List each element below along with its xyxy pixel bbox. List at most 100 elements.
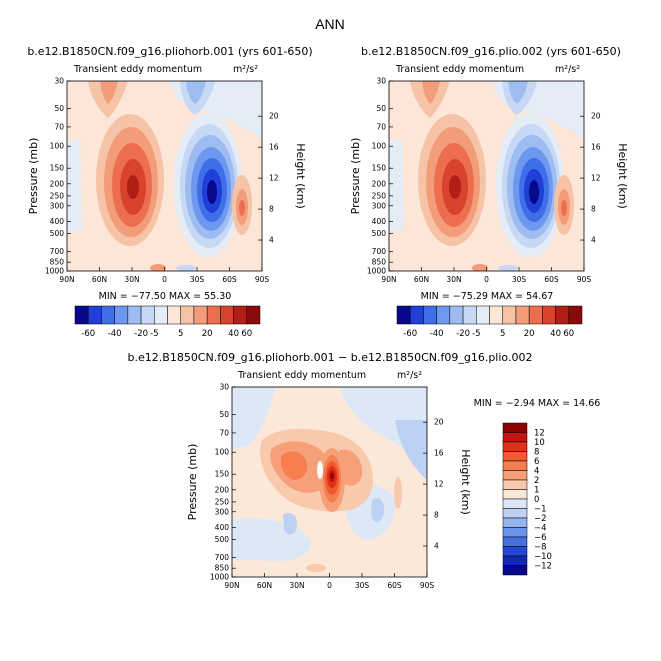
colorbar-swatch: [101, 305, 115, 325]
panel-2-ylabel-right: Height (km): [616, 143, 629, 209]
colorbar-label: 1: [534, 486, 539, 496]
colorbar-label: -40: [430, 329, 444, 339]
axis-ticks: 90N 60N 30N 0 30S 60S 90S305070100150200250300…: [45, 77, 601, 591]
colorbar-swatch: [502, 479, 528, 490]
pressure-tick-label: 1000: [367, 267, 386, 276]
x-tick-label: 90N: [59, 275, 74, 284]
x-tick-label: 60N: [414, 275, 429, 284]
colorbar-swatch: [542, 305, 556, 325]
colorbar-swatch: [502, 565, 528, 576]
height-tick-label: 8: [269, 205, 274, 214]
colorbar-label: 0: [534, 495, 539, 505]
colorbar-swatch: [114, 305, 129, 325]
height-tick-label: 4: [591, 236, 596, 245]
colorbar-swatch: [515, 305, 530, 325]
x-tick-label: 60S: [222, 275, 237, 284]
colorbar-label: 2: [534, 476, 539, 486]
height-tick-label: 16: [269, 143, 279, 152]
colorbar-swatch: [206, 305, 221, 325]
colorbar-swatch: [449, 305, 464, 325]
pressure-tick-label: 700: [215, 553, 230, 562]
x-tick-label: 90S: [255, 275, 270, 284]
colorbar-swatch: [502, 546, 528, 557]
panel-1-units: m²/s²: [233, 64, 258, 75]
pressure-tick-label: 250: [372, 191, 387, 200]
colorbar-label: -60: [403, 329, 417, 339]
colorbar-swatch: [246, 305, 261, 325]
pressure-tick-label: 250: [50, 191, 65, 200]
colorbar-swatch: [502, 555, 528, 566]
x-tick-label: 60N: [92, 275, 107, 284]
panel-1-ylabel-left: Pressure (mb): [27, 138, 40, 215]
x-tick-label: 60S: [544, 275, 559, 284]
panel-3: b.e12.B1850CN.f09_g16.pliohorb.001 − b.e…: [128, 351, 601, 578]
pressure-tick-label: 30: [219, 383, 229, 392]
panel-1-plot-title: Transient eddy momentum: [73, 64, 202, 75]
x-tick-label: 30S: [512, 275, 527, 284]
pressure-tick-label: 30: [54, 77, 64, 86]
panel-3-ylabel-right: Height (km): [459, 449, 472, 515]
colorbar-swatch: [436, 305, 451, 325]
colorbar-swatch: [502, 498, 528, 509]
colorbar-label: 60: [241, 329, 252, 339]
colorbar-label: -5: [150, 329, 158, 339]
x-tick-label: 90N: [224, 581, 239, 590]
colorbar-label: −1: [534, 505, 547, 515]
height-tick-label: 8: [434, 511, 439, 520]
x-tick-label: 30S: [190, 275, 205, 284]
colorbar-swatch: [502, 489, 528, 500]
colorbar-swatch: [502, 460, 528, 471]
colorbar-label: 40: [550, 329, 561, 339]
x-tick-label: 0: [327, 581, 332, 590]
height-tick-label: 12: [591, 174, 601, 183]
pressure-tick-label: 200: [372, 179, 387, 188]
height-tick-label: 12: [269, 174, 279, 183]
colorbar-swatch: [87, 305, 102, 325]
colorbar-swatch: [154, 305, 168, 325]
colorbar-swatch: [462, 305, 477, 325]
colorbar-label: -40: [108, 329, 122, 339]
height-tick-label: 12: [434, 480, 444, 489]
pressure-tick-label: 850: [215, 564, 230, 573]
pressure-tick-label: 400: [372, 217, 387, 226]
pressure-tick-label: 70: [54, 122, 64, 131]
colorbar-swatch: [476, 305, 490, 325]
colorbar-swatch: [423, 305, 437, 325]
pressure-tick-label: 700: [372, 247, 387, 256]
pressure-tick-label: 500: [215, 535, 230, 544]
colorbar-label: 4: [534, 467, 539, 477]
colorbar-label: 10: [534, 438, 545, 448]
pressure-tick-label: 100: [215, 448, 230, 457]
colorbar-label: 40: [228, 329, 239, 339]
x-tick-label: 30N: [446, 275, 461, 284]
pressure-tick-label: 1000: [45, 267, 64, 276]
colorbar-label: 6: [534, 457, 539, 467]
colorbar-label: 5: [500, 329, 505, 339]
colorbar-swatch: [502, 517, 528, 528]
pressure-tick-label: 500: [50, 229, 65, 238]
colorbar-swatch: [502, 527, 528, 538]
panel-3-units: m²/s²: [397, 370, 422, 381]
panel-1: b.e12.B1850CN.f09_g16.pliohorb.001 (yrs …: [27, 45, 313, 302]
x-tick-label: 0: [484, 275, 489, 284]
pressure-tick-label: 700: [50, 247, 65, 256]
colorbar-swatch: [502, 432, 528, 443]
colorbar-swatch: [502, 470, 528, 481]
colorbar-label: −6: [534, 533, 547, 543]
colorbar-label: 60: [563, 329, 574, 339]
panel-2-units: m²/s²: [555, 64, 580, 75]
panel-2: b.e12.B1850CN.f09_g16.plio.002 (yrs 601-…: [349, 45, 629, 302]
x-tick-label: 90N: [381, 275, 396, 284]
x-tick-label: 0: [162, 275, 167, 284]
colorbar-label: -5: [472, 329, 480, 339]
height-tick-label: 4: [269, 236, 274, 245]
colorbar-swatch: [555, 305, 570, 325]
colorbar-swatch: [193, 305, 208, 325]
x-tick-label: 30N: [289, 581, 304, 590]
colorbar-label: −8: [534, 543, 547, 553]
colorbar-label: 5: [178, 329, 183, 339]
panel-3-min-max: MIN = −2.94 MAX = 14.66: [474, 398, 601, 409]
pressure-tick-label: 150: [50, 164, 65, 173]
pressure-tick-label: 300: [372, 201, 387, 210]
